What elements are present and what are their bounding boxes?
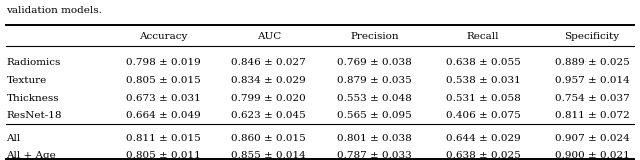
Text: 0.673 ± 0.031: 0.673 ± 0.031 xyxy=(126,94,200,103)
Text: 0.907 ± 0.024: 0.907 ± 0.024 xyxy=(555,134,629,143)
Text: 0.644 ± 0.029: 0.644 ± 0.029 xyxy=(446,134,520,143)
Text: 0.855 ± 0.014: 0.855 ± 0.014 xyxy=(232,151,306,160)
Text: Accuracy: Accuracy xyxy=(139,32,188,41)
Text: All: All xyxy=(6,134,20,143)
Text: 0.811 ± 0.015: 0.811 ± 0.015 xyxy=(126,134,200,143)
Text: Thickness: Thickness xyxy=(6,94,59,103)
Text: 0.565 ± 0.095: 0.565 ± 0.095 xyxy=(337,111,412,120)
Text: 0.623 ± 0.045: 0.623 ± 0.045 xyxy=(232,111,306,120)
Text: ResNet-18: ResNet-18 xyxy=(6,111,62,120)
Text: Texture: Texture xyxy=(6,76,47,85)
Text: Radiomics: Radiomics xyxy=(6,58,61,67)
Text: 0.957 ± 0.014: 0.957 ± 0.014 xyxy=(555,76,629,85)
Text: 0.889 ± 0.025: 0.889 ± 0.025 xyxy=(555,58,629,67)
Text: AUC: AUC xyxy=(257,32,281,41)
Text: 0.531 ± 0.058: 0.531 ± 0.058 xyxy=(446,94,520,103)
Text: 0.798 ± 0.019: 0.798 ± 0.019 xyxy=(126,58,200,67)
Text: 0.879 ± 0.035: 0.879 ± 0.035 xyxy=(337,76,412,85)
Text: 0.846 ± 0.027: 0.846 ± 0.027 xyxy=(232,58,306,67)
Text: 0.805 ± 0.015: 0.805 ± 0.015 xyxy=(126,76,200,85)
Text: 0.805 ± 0.011: 0.805 ± 0.011 xyxy=(126,151,200,160)
Text: 0.900 ± 0.021: 0.900 ± 0.021 xyxy=(555,151,629,160)
Text: validation models.: validation models. xyxy=(6,6,102,15)
Text: Recall: Recall xyxy=(467,32,499,41)
Text: All + Age: All + Age xyxy=(6,151,56,160)
Text: 0.801 ± 0.038: 0.801 ± 0.038 xyxy=(337,134,412,143)
Text: 0.638 ± 0.025: 0.638 ± 0.025 xyxy=(446,151,520,160)
Text: 0.406 ± 0.075: 0.406 ± 0.075 xyxy=(446,111,520,120)
Text: 0.860 ± 0.015: 0.860 ± 0.015 xyxy=(232,134,306,143)
Text: 0.553 ± 0.048: 0.553 ± 0.048 xyxy=(337,94,412,103)
Text: Specificity: Specificity xyxy=(564,32,620,41)
Text: 0.664 ± 0.049: 0.664 ± 0.049 xyxy=(126,111,200,120)
Text: 0.638 ± 0.055: 0.638 ± 0.055 xyxy=(446,58,520,67)
Text: Precision: Precision xyxy=(350,32,399,41)
Text: 0.787 ± 0.033: 0.787 ± 0.033 xyxy=(337,151,412,160)
Text: 0.811 ± 0.072: 0.811 ± 0.072 xyxy=(555,111,629,120)
Text: 0.754 ± 0.037: 0.754 ± 0.037 xyxy=(555,94,629,103)
Text: 0.799 ± 0.020: 0.799 ± 0.020 xyxy=(232,94,306,103)
Text: 0.769 ± 0.038: 0.769 ± 0.038 xyxy=(337,58,412,67)
Text: 0.538 ± 0.031: 0.538 ± 0.031 xyxy=(446,76,520,85)
Text: 0.834 ± 0.029: 0.834 ± 0.029 xyxy=(232,76,306,85)
